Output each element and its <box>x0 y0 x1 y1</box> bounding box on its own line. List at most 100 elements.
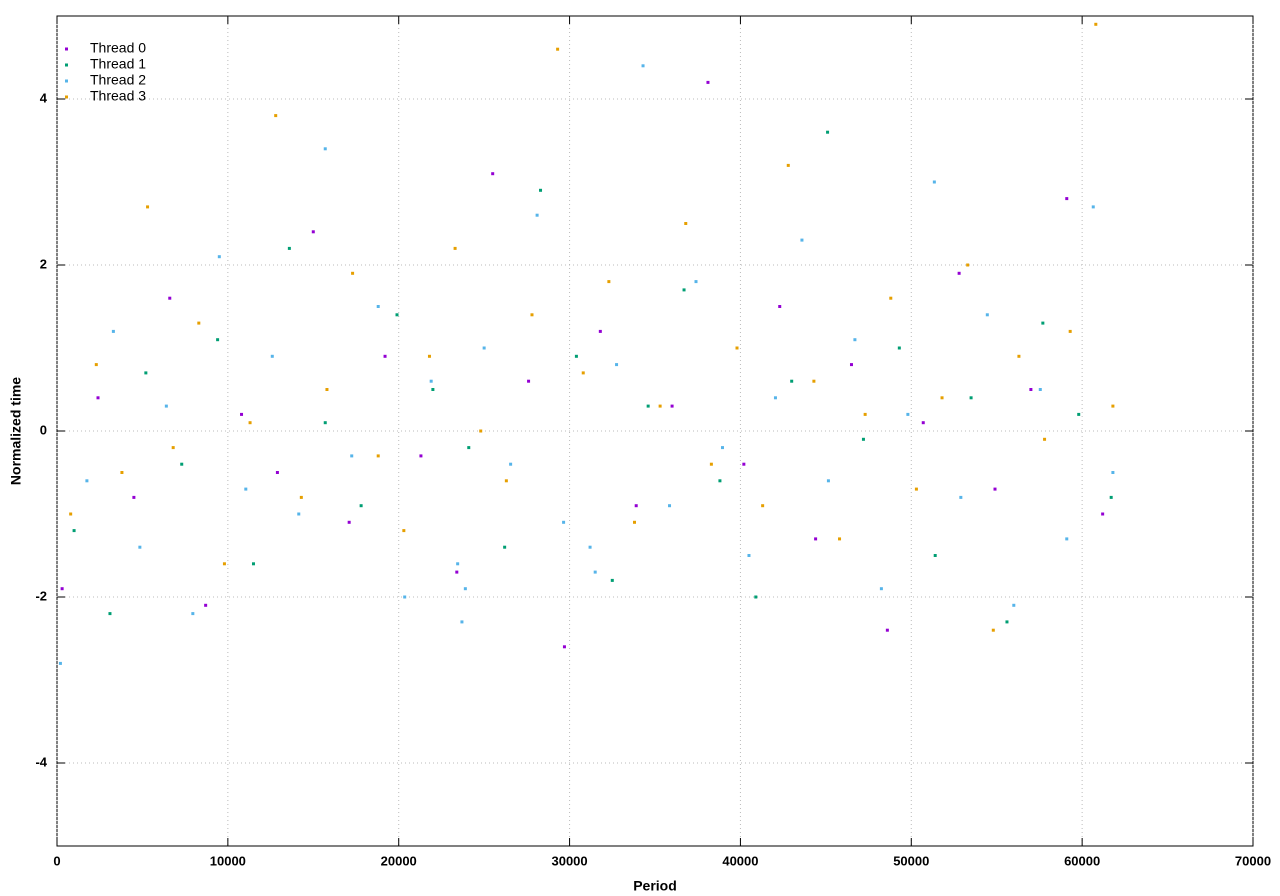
point <box>180 462 184 466</box>
point <box>146 205 150 209</box>
point <box>359 504 363 508</box>
point <box>773 396 777 400</box>
point <box>634 504 638 508</box>
point <box>800 238 804 242</box>
point <box>906 412 910 416</box>
point <box>861 437 865 441</box>
x-tick-label: 40000 <box>722 853 758 868</box>
x-tick-label: 10000 <box>210 853 246 868</box>
point <box>885 628 889 632</box>
point <box>503 545 507 549</box>
point <box>535 213 539 217</box>
point <box>323 147 327 151</box>
point <box>969 396 973 400</box>
point <box>504 479 508 483</box>
point <box>419 454 423 458</box>
point <box>610 578 614 582</box>
point <box>849 363 853 367</box>
point <box>1017 354 1021 358</box>
legend-label: Thread 2 <box>90 72 146 88</box>
point <box>786 163 790 167</box>
y-tick-label: 2 <box>40 256 47 271</box>
point <box>607 280 611 284</box>
x-tick-label: 70000 <box>1235 853 1271 868</box>
point <box>376 454 380 458</box>
point <box>351 271 355 275</box>
point <box>270 354 274 358</box>
point <box>460 620 464 624</box>
point <box>530 313 534 317</box>
point <box>299 495 303 499</box>
legend-label: Thread 0 <box>90 40 146 56</box>
point <box>670 404 674 408</box>
point <box>427 354 431 358</box>
legend-label: Thread 3 <box>90 88 146 104</box>
point <box>539 188 543 192</box>
point <box>240 412 244 416</box>
point <box>1111 404 1115 408</box>
point <box>1077 412 1081 416</box>
y-tick-label: 0 <box>40 422 47 437</box>
point <box>96 396 100 400</box>
point <box>138 545 142 549</box>
point <box>581 371 585 375</box>
point <box>668 504 672 508</box>
point <box>197 321 201 325</box>
x-tick-label: 30000 <box>551 853 587 868</box>
point <box>1109 495 1113 499</box>
point <box>985 313 989 317</box>
point <box>463 587 467 591</box>
x-tick-label: 0 <box>53 853 60 868</box>
point <box>132 495 136 499</box>
point <box>889 296 893 300</box>
point <box>509 462 513 466</box>
point <box>720 446 724 450</box>
point <box>1029 388 1033 391</box>
point <box>598 329 602 333</box>
point <box>60 587 64 591</box>
point <box>615 363 619 367</box>
point <box>85 479 89 483</box>
point <box>588 545 592 549</box>
point <box>863 412 867 416</box>
point <box>58 661 62 665</box>
point <box>248 421 252 425</box>
point <box>735 346 739 350</box>
point <box>1094 22 1098 26</box>
point <box>429 379 433 383</box>
y-tick-label: 4 <box>40 90 48 105</box>
point <box>402 529 406 533</box>
point <box>933 554 937 557</box>
point <box>455 570 459 574</box>
point <box>297 512 301 516</box>
point <box>1065 537 1069 541</box>
point <box>403 595 407 599</box>
x-axis-label: Period <box>633 878 677 894</box>
point <box>453 246 457 250</box>
point <box>826 130 830 134</box>
point <box>562 520 566 524</box>
point <box>274 114 278 118</box>
point <box>706 80 710 84</box>
y-tick-label: -4 <box>35 754 47 769</box>
point <box>1101 512 1105 516</box>
legend-marker <box>65 63 68 67</box>
point <box>275 471 279 474</box>
point <box>826 479 830 483</box>
point <box>251 562 255 566</box>
x-tick-label: 20000 <box>381 853 417 868</box>
point <box>1012 603 1016 607</box>
point <box>482 346 486 350</box>
point <box>120 471 124 474</box>
point <box>879 587 883 591</box>
point <box>718 479 722 483</box>
point <box>641 64 645 68</box>
point <box>144 371 148 375</box>
point <box>684 222 688 225</box>
point <box>574 354 578 358</box>
x-tick-label: 60000 <box>1064 853 1100 868</box>
point <box>694 280 698 284</box>
legend-marker <box>65 47 68 51</box>
point <box>456 562 460 566</box>
point <box>761 504 765 508</box>
